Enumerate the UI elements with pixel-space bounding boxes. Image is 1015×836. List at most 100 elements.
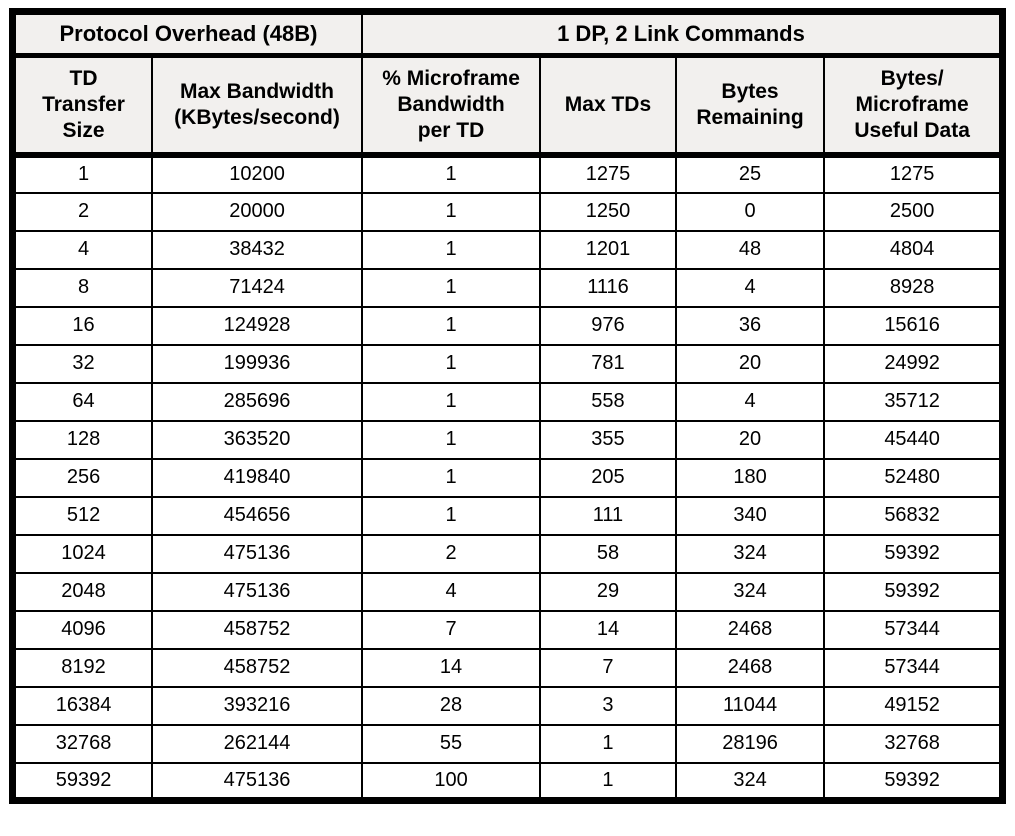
table-cell: 4096 bbox=[11, 609, 154, 650]
table-cell: 1 bbox=[360, 229, 542, 270]
table-cell: 16 bbox=[11, 305, 154, 346]
table-cell: 10200 bbox=[151, 153, 363, 194]
table-cell: 11044 bbox=[674, 685, 826, 726]
table-row: 256 419840 1 205 180 52480 bbox=[11, 457, 1004, 498]
table-cell: 4 bbox=[674, 381, 826, 422]
table-cell: 475136 bbox=[151, 533, 363, 574]
table-cell: 262144 bbox=[151, 723, 363, 764]
table-cell: 32768 bbox=[11, 723, 154, 764]
table-row: 2 20000 1 1250 0 2500 bbox=[11, 191, 1004, 232]
group-header-protocol-overhead: Protocol Overhead (48B) bbox=[11, 10, 363, 58]
table-cell: 458752 bbox=[151, 609, 363, 650]
table-row: 64 285696 1 558 4 35712 bbox=[11, 381, 1004, 422]
table-cell: 1201 bbox=[539, 229, 677, 270]
table-row: 128 363520 1 355 20 45440 bbox=[11, 419, 1004, 460]
table-cell: 1 bbox=[360, 191, 542, 232]
table-cell: 111 bbox=[539, 495, 677, 536]
table-cell: 56832 bbox=[823, 495, 1004, 536]
table-cell: 8928 bbox=[823, 267, 1004, 308]
column-header-max-tds: Max TDs bbox=[539, 54, 677, 158]
table-cell: 128 bbox=[11, 419, 154, 460]
table-cell: 59392 bbox=[823, 533, 1004, 574]
table-row: 4096 458752 7 14 2468 57344 bbox=[11, 609, 1004, 650]
table-cell: 1 bbox=[360, 457, 542, 498]
table-cell: 100 bbox=[360, 761, 542, 802]
table-cell: 976 bbox=[539, 305, 677, 346]
table-row: 59392 475136 100 1 324 59392 bbox=[11, 761, 1004, 802]
table-cell: 49152 bbox=[823, 685, 1004, 726]
table-cell: 64 bbox=[11, 381, 154, 422]
table-cell: 57344 bbox=[823, 609, 1004, 650]
column-header-bytes-microframe-useful-data: Bytes/ Microframe Useful Data bbox=[823, 54, 1004, 158]
table-cell: 52480 bbox=[823, 457, 1004, 498]
table-cell: 4 bbox=[360, 571, 542, 612]
table-cell: 458752 bbox=[151, 647, 363, 688]
table-cell: 14 bbox=[360, 647, 542, 688]
table-cell: 2500 bbox=[823, 191, 1004, 232]
table-cell: 4 bbox=[674, 267, 826, 308]
table-cell: 4804 bbox=[823, 229, 1004, 270]
table-cell: 20000 bbox=[151, 191, 363, 232]
table-cell: 32 bbox=[11, 343, 154, 384]
table-row: 2048 475136 4 29 324 59392 bbox=[11, 571, 1004, 612]
table-cell: 59392 bbox=[11, 761, 154, 802]
table-cell: 2468 bbox=[674, 647, 826, 688]
table-cell: 1275 bbox=[539, 153, 677, 194]
table-row: 16384 393216 28 3 11044 49152 bbox=[11, 685, 1004, 726]
table-cell: 24992 bbox=[823, 343, 1004, 384]
table-cell: 58 bbox=[539, 533, 677, 574]
table-cell: 199936 bbox=[151, 343, 363, 384]
column-header-max-bandwidth: Max Bandwidth (KBytes/second) bbox=[151, 54, 363, 158]
table-cell: 1 bbox=[360, 381, 542, 422]
table-cell: 36 bbox=[674, 305, 826, 346]
table-cell: 3 bbox=[539, 685, 677, 726]
table-cell: 0 bbox=[674, 191, 826, 232]
table-cell: 20 bbox=[674, 419, 826, 460]
table-row: 4 38432 1 1201 48 4804 bbox=[11, 229, 1004, 270]
table-cell: 38432 bbox=[151, 229, 363, 270]
table-cell: 1 bbox=[360, 305, 542, 346]
table-cell: 1 bbox=[360, 153, 542, 194]
table-cell: 285696 bbox=[151, 381, 363, 422]
table-cell: 45440 bbox=[823, 419, 1004, 460]
table-cell: 454656 bbox=[151, 495, 363, 536]
table-cell: 28196 bbox=[674, 723, 826, 764]
table-cell: 419840 bbox=[151, 457, 363, 498]
table-cell: 2468 bbox=[674, 609, 826, 650]
table-cell: 1024 bbox=[11, 533, 154, 574]
table-cell: 2048 bbox=[11, 571, 154, 612]
column-header-td-transfer-size: TD Transfer Size bbox=[11, 54, 154, 158]
table-row: 1024 475136 2 58 324 59392 bbox=[11, 533, 1004, 574]
table-cell: 180 bbox=[674, 457, 826, 498]
table-cell: 35712 bbox=[823, 381, 1004, 422]
table-cell: 124928 bbox=[151, 305, 363, 346]
table-cell: 324 bbox=[674, 533, 826, 574]
table-cell: 324 bbox=[674, 761, 826, 802]
table-cell: 29 bbox=[539, 571, 677, 612]
table-cell: 1 bbox=[539, 723, 677, 764]
table-cell: 8 bbox=[11, 267, 154, 308]
table-cell: 7 bbox=[539, 647, 677, 688]
table-row: 1 10200 1 1275 25 1275 bbox=[11, 153, 1004, 194]
table-cell: 475136 bbox=[151, 761, 363, 802]
table-cell: 59392 bbox=[823, 571, 1004, 612]
table-cell: 256 bbox=[11, 457, 154, 498]
table-cell: 393216 bbox=[151, 685, 363, 726]
table-cell: 1 bbox=[360, 419, 542, 460]
column-header-microframe-bandwidth: % Microframe Bandwidth per TD bbox=[360, 54, 542, 158]
table-cell: 781 bbox=[539, 343, 677, 384]
table-cell: 15616 bbox=[823, 305, 1004, 346]
table-cell: 1 bbox=[539, 761, 677, 802]
table-cell: 363520 bbox=[151, 419, 363, 460]
table-cell: 71424 bbox=[151, 267, 363, 308]
table-cell: 324 bbox=[674, 571, 826, 612]
table-cell: 7 bbox=[360, 609, 542, 650]
table-row: 512 454656 1 111 340 56832 bbox=[11, 495, 1004, 536]
table-cell: 1 bbox=[360, 343, 542, 384]
group-header-dp-link-commands: 1 DP, 2 Link Commands bbox=[360, 10, 1004, 58]
bandwidth-table: Protocol Overhead (48B) 1 DP, 2 Link Com… bbox=[9, 8, 1006, 804]
table-cell: 48 bbox=[674, 229, 826, 270]
table-body: 1 10200 1 1275 25 1275 2 20000 1 1250 0 2500 4 38432 1… bbox=[11, 153, 1004, 802]
table-cell: 59392 bbox=[823, 761, 1004, 802]
table-cell: 355 bbox=[539, 419, 677, 460]
